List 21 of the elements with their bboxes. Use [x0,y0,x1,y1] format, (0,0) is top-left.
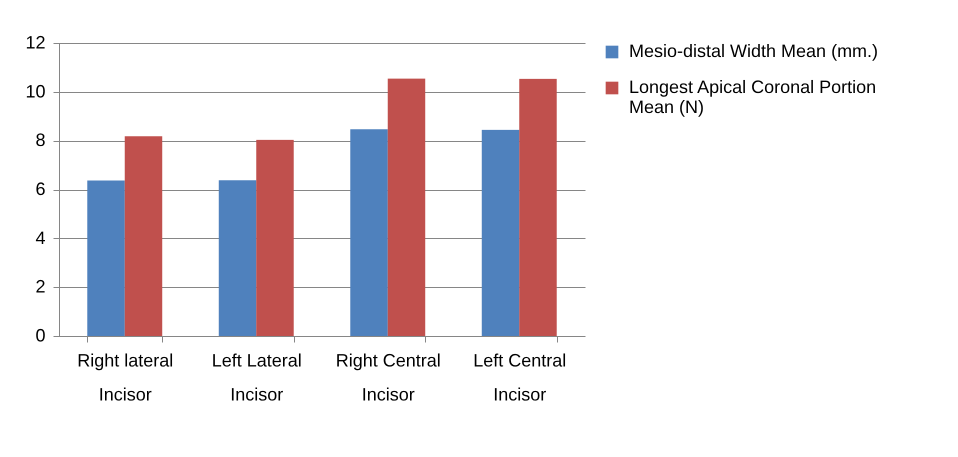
y-tick-label: 4 [35,228,46,248]
bar [388,78,426,336]
x-tick-label: Left Central Incisor [473,350,566,404]
legend-label: Mesio-distal Width Mean (mm.) [629,41,878,61]
x-tick-label: Left Lateral Incisor [212,350,302,404]
bar [482,130,520,336]
legend-label: Longest Apical Coronal Portion Mean (N) [629,77,876,117]
bar [87,180,125,336]
y-tick-label: 12 [25,32,46,52]
bar [350,129,388,336]
y-tick-label: 6 [35,179,46,199]
x-tick-label: Right lateral Incisor [77,350,174,404]
y-tick-label: 0 [35,326,46,346]
y-tick-label: 2 [35,276,46,297]
bar [519,78,557,336]
bar [124,136,162,336]
x-tick-label: Right Central Incisor [336,350,441,404]
y-tick-label: 10 [25,81,46,102]
bar [256,140,294,336]
bar [218,180,256,336]
y-tick-label: 8 [35,130,46,150]
